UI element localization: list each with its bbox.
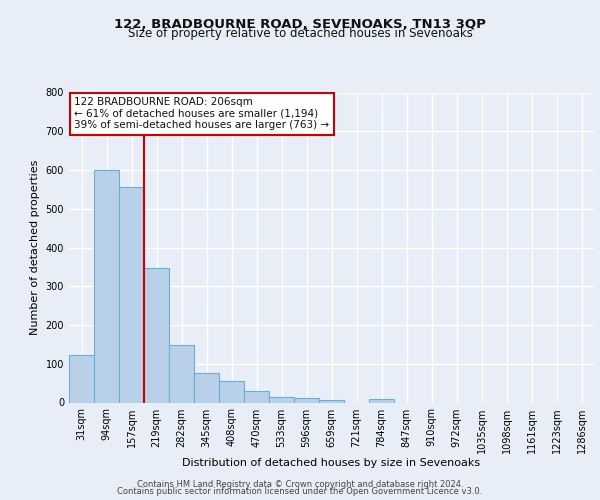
Bar — [319, 400, 344, 402]
Text: Contains HM Land Registry data © Crown copyright and database right 2024.: Contains HM Land Registry data © Crown c… — [137, 480, 463, 489]
Text: 122 BRADBOURNE ROAD: 206sqm
← 61% of detached houses are smaller (1,194)
39% of : 122 BRADBOURNE ROAD: 206sqm ← 61% of det… — [74, 97, 329, 130]
X-axis label: Distribution of detached houses by size in Sevenoaks: Distribution of detached houses by size … — [182, 458, 481, 468]
Bar — [69, 355, 94, 403]
Bar — [194, 374, 219, 402]
Bar — [169, 345, 194, 403]
Text: 122, BRADBOURNE ROAD, SEVENOAKS, TN13 3QP: 122, BRADBOURNE ROAD, SEVENOAKS, TN13 3Q… — [114, 18, 486, 30]
Bar — [244, 391, 269, 402]
Bar — [219, 381, 244, 402]
Bar — [294, 398, 319, 402]
Y-axis label: Number of detached properties: Number of detached properties — [30, 160, 40, 335]
Bar — [269, 398, 294, 402]
Bar — [144, 268, 169, 402]
Text: Size of property relative to detached houses in Sevenoaks: Size of property relative to detached ho… — [128, 28, 472, 40]
Bar — [119, 187, 144, 402]
Text: Contains public sector information licensed under the Open Government Licence v3: Contains public sector information licen… — [118, 488, 482, 496]
Bar — [369, 400, 394, 402]
Bar — [94, 170, 119, 402]
